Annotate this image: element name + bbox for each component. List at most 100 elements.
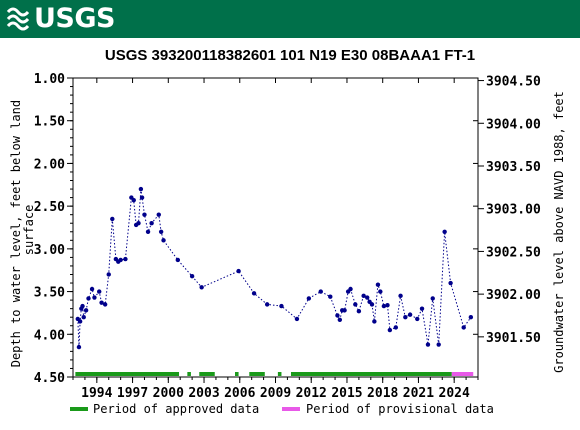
data-point — [442, 229, 447, 234]
data-point — [318, 289, 323, 294]
x-tick-label: 2003 — [188, 386, 219, 401]
y2-tick-label: 3902.00 — [486, 288, 541, 303]
data-point — [83, 308, 89, 313]
y-tick-label: 1.00 — [34, 72, 65, 87]
data-point — [468, 315, 474, 320]
x-tick-label: 2012 — [296, 386, 327, 401]
data-point — [461, 325, 466, 330]
y2-tick-label: 3902.50 — [486, 245, 541, 260]
y2-tick-label: 3903.00 — [486, 203, 541, 218]
usgs-logo-icon — [6, 7, 30, 31]
x-tick-label: 2018 — [367, 386, 398, 401]
plot-area — [72, 77, 479, 378]
data-point — [139, 195, 145, 200]
left-axis: 1.00 1.50 2.00 2.50 3.00 3.50 4.00 4.50 — [34, 72, 478, 386]
data-point — [425, 342, 431, 347]
data-point — [92, 295, 97, 300]
data-point — [81, 315, 86, 320]
data-point — [328, 294, 333, 299]
data-point — [353, 302, 358, 307]
data-point — [77, 319, 83, 324]
data-point — [372, 319, 377, 324]
y-axis-label-line1: Depth to water level, feet below land — [9, 100, 23, 367]
x-tick-label: 2006 — [224, 386, 255, 401]
y-tick-label: 2.50 — [34, 200, 65, 215]
x-tick-label: 2015 — [331, 386, 362, 401]
data-point — [142, 212, 147, 217]
data-point — [158, 229, 164, 234]
data-point — [251, 291, 257, 296]
y-axis-label: Depth to water level, feet below land su… — [9, 93, 36, 368]
data-point — [306, 296, 312, 301]
data-point — [348, 286, 353, 292]
data-point — [407, 312, 413, 317]
data-point — [385, 303, 390, 308]
y2-tick-label: 3904.00 — [486, 117, 541, 132]
data-point — [342, 308, 347, 313]
y-tick-label: 4.00 — [34, 328, 65, 343]
x-tick-label: 2009 — [260, 386, 291, 401]
data-point — [86, 296, 91, 301]
data-point — [102, 302, 108, 307]
y-tick-label: 4.50 — [34, 371, 65, 386]
chart-title: USGS 393200118382601 101 N19 E30 08BAAA1… — [105, 47, 475, 64]
y2-tick-label: 3904.50 — [486, 75, 541, 90]
y-tick-label: 1.50 — [34, 115, 65, 130]
x-tick-label: 2000 — [153, 386, 184, 401]
data-point — [393, 325, 399, 330]
data-point — [149, 221, 154, 226]
data-point — [430, 296, 435, 301]
y2-tick-label: 3901.50 — [486, 331, 541, 346]
data-point — [156, 212, 161, 217]
usgs-logo-text: USGS — [34, 3, 115, 34]
data-point — [236, 268, 241, 274]
right-axis: 3904.50 3904.00 3903.50 3903.00 3902.50 3902.… — [478, 75, 541, 346]
data-point — [97, 289, 102, 294]
data-point — [419, 306, 425, 311]
data-point — [175, 257, 181, 263]
data-point — [398, 293, 403, 299]
data-point — [436, 342, 441, 347]
y-tick-label: 3.00 — [34, 243, 65, 258]
data-point — [378, 289, 383, 294]
data-point — [106, 272, 111, 277]
data-point — [76, 344, 82, 350]
data-point — [131, 197, 136, 203]
data-point — [369, 302, 375, 307]
data-point — [279, 303, 284, 309]
x-tick-label: 2024 — [439, 386, 470, 401]
data-point — [403, 315, 408, 320]
data-point — [136, 221, 141, 226]
data-point — [80, 303, 85, 309]
legend-approved-label: Period of approved data — [93, 402, 259, 416]
data-point — [123, 256, 128, 262]
data-point — [199, 285, 204, 290]
bottom-axis: 1994 1997 2000 2003 2006 2009 2012 2015 2018 2021… — [72, 78, 479, 401]
data-point — [387, 327, 393, 333]
y2-axis-label: Groundwater level above NAVD 1988, feet — [552, 91, 566, 373]
data-point — [365, 295, 370, 300]
data-point — [381, 303, 387, 309]
data-point — [145, 229, 151, 234]
data-point — [118, 257, 123, 263]
x-tick-label: 1994 — [81, 386, 112, 401]
legend: Period of approved data Period of provis… — [70, 402, 494, 416]
data-point — [415, 316, 420, 322]
y-tick-label: 3.50 — [34, 286, 65, 301]
data-point — [356, 309, 362, 314]
usgs-banner: USGS — [0, 0, 580, 38]
data-point — [89, 286, 95, 292]
x-tick-label: 1997 — [117, 386, 148, 401]
data-point — [110, 216, 115, 222]
legend-provisional-label: Period of provisional data — [306, 402, 494, 416]
data-point — [294, 316, 300, 322]
data-point — [99, 300, 104, 305]
data-point — [264, 302, 270, 307]
y-tick-label: 2.00 — [34, 157, 65, 172]
data-point — [335, 313, 340, 318]
data-point — [138, 186, 144, 192]
y2-tick-label: 3903.50 — [486, 160, 541, 175]
data-point — [361, 293, 366, 299]
data-point — [448, 280, 453, 286]
